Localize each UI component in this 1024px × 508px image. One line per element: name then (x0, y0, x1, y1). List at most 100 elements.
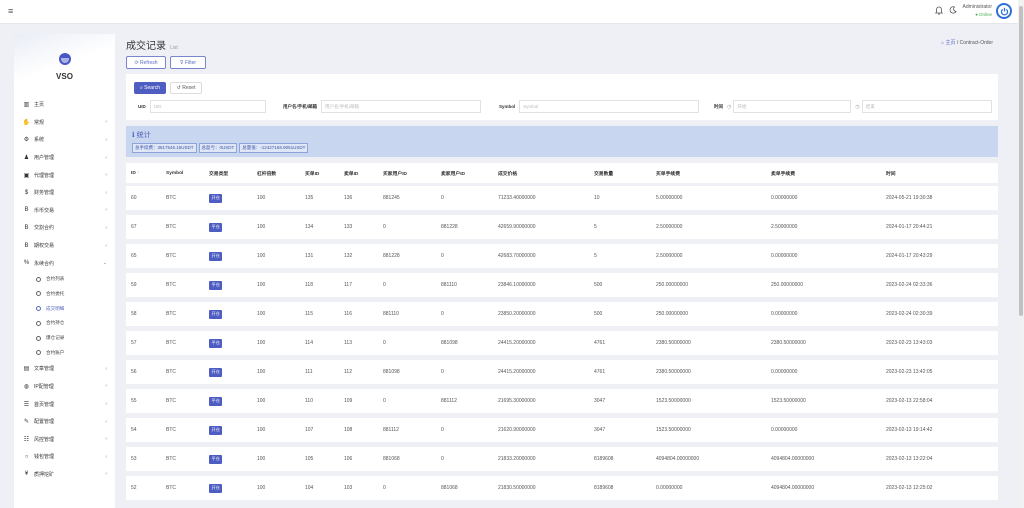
cell-buy-fee: 250.00000000 (656, 311, 688, 317)
reset-button[interactable]: ↺ Reset (170, 82, 202, 94)
cell-quantity: 8189608 (594, 485, 614, 491)
sidebar-subitem-contract-list[interactable]: 合约列表 (14, 272, 115, 287)
cell-buy-order-id: 111 (305, 369, 313, 375)
cell-leverage: 100 (257, 485, 266, 491)
search-button[interactable]: ⌕ Search (134, 82, 166, 94)
cell-leverage: 100 (257, 224, 266, 230)
sidebar-item-system[interactable]: ⚙ 系统 ‹ (14, 131, 115, 149)
sidebar-item-users[interactable]: ♟ 用户管理 ‹ (14, 149, 115, 167)
column-header-buy-fee[interactable]: 买单手续费 (656, 171, 680, 177)
time-start-input[interactable] (733, 100, 852, 113)
table-row[interactable]: 55 BTC 平仓 100 110 109 0 881112 21695.300… (126, 389, 998, 413)
cell-buyer-id: 881245 (383, 195, 400, 201)
avatar[interactable] (996, 3, 1012, 19)
bitcoin-icon: B (24, 242, 29, 249)
filter-button[interactable]: ⊽ Filter (170, 56, 206, 69)
cell-sell-fee: 2380.50000000 (771, 340, 806, 346)
sidebar-subitem-contract-accounts[interactable]: 合约账户 (14, 345, 115, 360)
breadcrumb-home[interactable]: ⌂ 主页 (941, 40, 955, 46)
moon-icon[interactable] (949, 6, 957, 16)
time-end-input[interactable] (861, 100, 992, 113)
column-header-buy-order-id[interactable]: 买单ID (305, 171, 320, 177)
sidebar-item-staking[interactable]: ¥ 质押挖矿 ‹ (14, 466, 115, 484)
sidebar-item-spot[interactable]: B 币币交易 ‹ (14, 202, 115, 220)
symbol-label: Symbol (499, 104, 516, 109)
column-header-symbol[interactable]: Symbol (166, 170, 184, 176)
sidebar-subitem-contract-orders[interactable]: 合约委托 (14, 287, 115, 302)
cell-trade-type: 开仓 (209, 244, 223, 268)
sidebar-item-finance[interactable]: $ 财务管理 ‹ (14, 184, 115, 202)
sidebar-item-homepage[interactable]: ☰ 首页管理 ‹ (14, 395, 115, 413)
column-header-id[interactable]: ID ↑ (131, 163, 140, 183)
table-row[interactable]: 60 BTC 开仓 100 135 136 881245 0 71233.400… (126, 186, 998, 210)
refresh-icon: ⟳ (134, 59, 139, 66)
circle-icon (36, 350, 41, 356)
circle-icon (36, 276, 41, 282)
symbol-input[interactable] (519, 100, 700, 113)
cell-time: 2023-02-13 22:58:04 (886, 398, 933, 404)
list-icon: ☰ (23, 401, 30, 408)
sidebar-subitem-label: 爆仓记录 (46, 335, 65, 341)
table-row[interactable]: 57 BTC 平仓 100 114 113 0 881098 24415.200… (126, 331, 998, 355)
sidebar-subitem-trade-details[interactable]: 成交明细 (14, 301, 115, 316)
username-input[interactable] (321, 100, 481, 113)
sidebar-item-options[interactable]: B 期权交易 ‹ (14, 237, 115, 255)
sidebar-item-general[interactable]: ✋ 常规 ‹ (14, 114, 115, 132)
table-row[interactable]: 59 BTC 平仓 100 118 117 0 881110 23846.100… (126, 273, 998, 297)
cell-sell-order-id: 109 (344, 398, 353, 404)
cell-sell-fee: 0.00000000 (771, 427, 798, 433)
stat-total-value: 总量值：-12427168.9051USDT (239, 143, 309, 153)
table-row[interactable]: 54 BTC 开仓 100 107 108 881112 0 21620.900… (126, 418, 998, 442)
column-header-time[interactable]: 时间 (886, 171, 896, 177)
column-header-seller-id[interactable]: 卖家用户ID (441, 171, 465, 177)
sidebar-item-risk[interactable]: ☷ 风控管理 ‹ (14, 430, 115, 448)
menu-icon[interactable]: ≡ (8, 6, 14, 16)
column-header-sell-order-id[interactable]: 卖单ID (344, 171, 359, 177)
column-header-sell-fee[interactable]: 卖单手续费 (771, 171, 795, 177)
chevron-left-icon: ‹ (105, 436, 107, 443)
sidebar-subitem-liquidations[interactable]: 爆仓记录 (14, 331, 115, 346)
table-row[interactable]: 67 BTC 平仓 100 134 133 0 881228 42659.900… (126, 215, 998, 239)
sidebar-item-label: 首页管理 (34, 401, 55, 408)
sidebar-item-label: IP配管理 (34, 383, 54, 390)
sidebar-item-home[interactable]: ▥ 主页 (14, 96, 115, 114)
sidebar-item-ip[interactable]: ◍ IP配管理 ‹ (14, 378, 115, 396)
sidebar-item-delivery[interactable]: B 交割合约 ‹ (14, 219, 115, 237)
sidebar-item-articles[interactable]: ▤ 文章管理 ‹ (14, 360, 115, 378)
user-info[interactable]: Administrator Online (963, 4, 992, 18)
bell-icon[interactable] (934, 6, 943, 17)
sidebar-item-config[interactable]: ✎ 配置管理 ‹ (14, 413, 115, 431)
refresh-button[interactable]: ⟳ Refresh (126, 56, 166, 69)
cell-seller-id: 881112 (441, 398, 457, 404)
breadcrumb-home-label: 主页 (945, 40, 956, 46)
column-header-trade-type[interactable]: 交易类型 (209, 171, 229, 177)
table-row[interactable]: 52 BTC 开仓 100 104 103 0 881068 21830.500… (126, 476, 998, 500)
cell-quantity: 500 (594, 282, 603, 288)
cell-sell-order-id: 113 (344, 340, 352, 346)
sidebar-subitem-positions[interactable]: 合约持仓 (14, 316, 115, 331)
globe-icon: ◍ (23, 383, 30, 390)
table-row[interactable]: 56 BTC 开仓 100 111 112 881098 0 24415.200… (126, 360, 998, 384)
sidebar-item-agents[interactable]: ▣ 代理管理 ‹ (14, 166, 115, 184)
sidebar-subitem-label: 合约持仓 (46, 320, 65, 326)
column-header-quantity[interactable]: 交易数量 (594, 171, 614, 177)
page-scrollbar[interactable] (1018, 0, 1024, 508)
table-row[interactable]: 58 BTC 开仓 100 115 116 881110 0 23850.200… (126, 302, 998, 326)
column-header-price[interactable]: 成交价格 (498, 171, 518, 177)
cell-buy-order-id: 135 (305, 195, 314, 201)
scrollbar-thumb[interactable] (1019, 6, 1023, 316)
table-row[interactable]: 65 BTC 开仓 100 131 132 881228 0 42683.700… (126, 244, 998, 268)
clock-icon: ◷ (855, 103, 860, 110)
cell-leverage: 100 (257, 427, 266, 433)
cell-seller-id: 0 (441, 427, 444, 433)
info-icon: ℹ (132, 132, 135, 139)
uid-input[interactable] (149, 100, 266, 113)
sidebar-nav: ▥ 主页 ✋ 常规 ‹ ⚙ 系统 ‹ ♟ 用户管理 ‹ ▣ 代理管理 ‹ $ 财务管理 ‹ B 币币交易… (14, 86, 115, 483)
column-header-buyer-id[interactable]: 买家用户ID (383, 171, 407, 177)
trade-type-badge: 开仓 (209, 425, 223, 435)
table-row[interactable]: 53 BTC 平仓 100 105 106 881068 0 21833.200… (126, 447, 998, 471)
cell-sell-order-id: 106 (344, 456, 353, 462)
column-header-leverage[interactable]: 杠杆倍数 (257, 171, 277, 177)
sidebar-item-wallet[interactable]: ○ 钱包管理 ‹ (14, 448, 115, 466)
sidebar-item-perpetual[interactable]: % 永续合约 ⌄ (14, 254, 115, 272)
